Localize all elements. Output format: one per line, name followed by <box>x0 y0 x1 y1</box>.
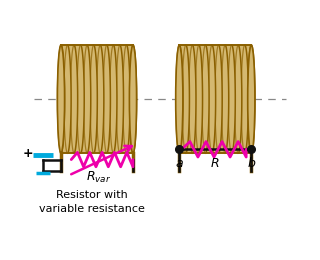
Ellipse shape <box>57 45 65 153</box>
Ellipse shape <box>129 45 137 153</box>
Ellipse shape <box>248 45 255 153</box>
Text: $R_{\mathit{var}}$: $R_{\mathit{var}}$ <box>86 170 111 185</box>
Ellipse shape <box>176 45 183 153</box>
Text: Resistor with
variable resistance: Resistor with variable resistance <box>39 190 145 214</box>
Text: +: + <box>22 147 33 160</box>
Text: a: a <box>175 157 183 170</box>
Bar <box>61 45 133 153</box>
Text: R: R <box>211 157 220 170</box>
Text: b: b <box>247 157 255 170</box>
Bar <box>179 45 251 153</box>
